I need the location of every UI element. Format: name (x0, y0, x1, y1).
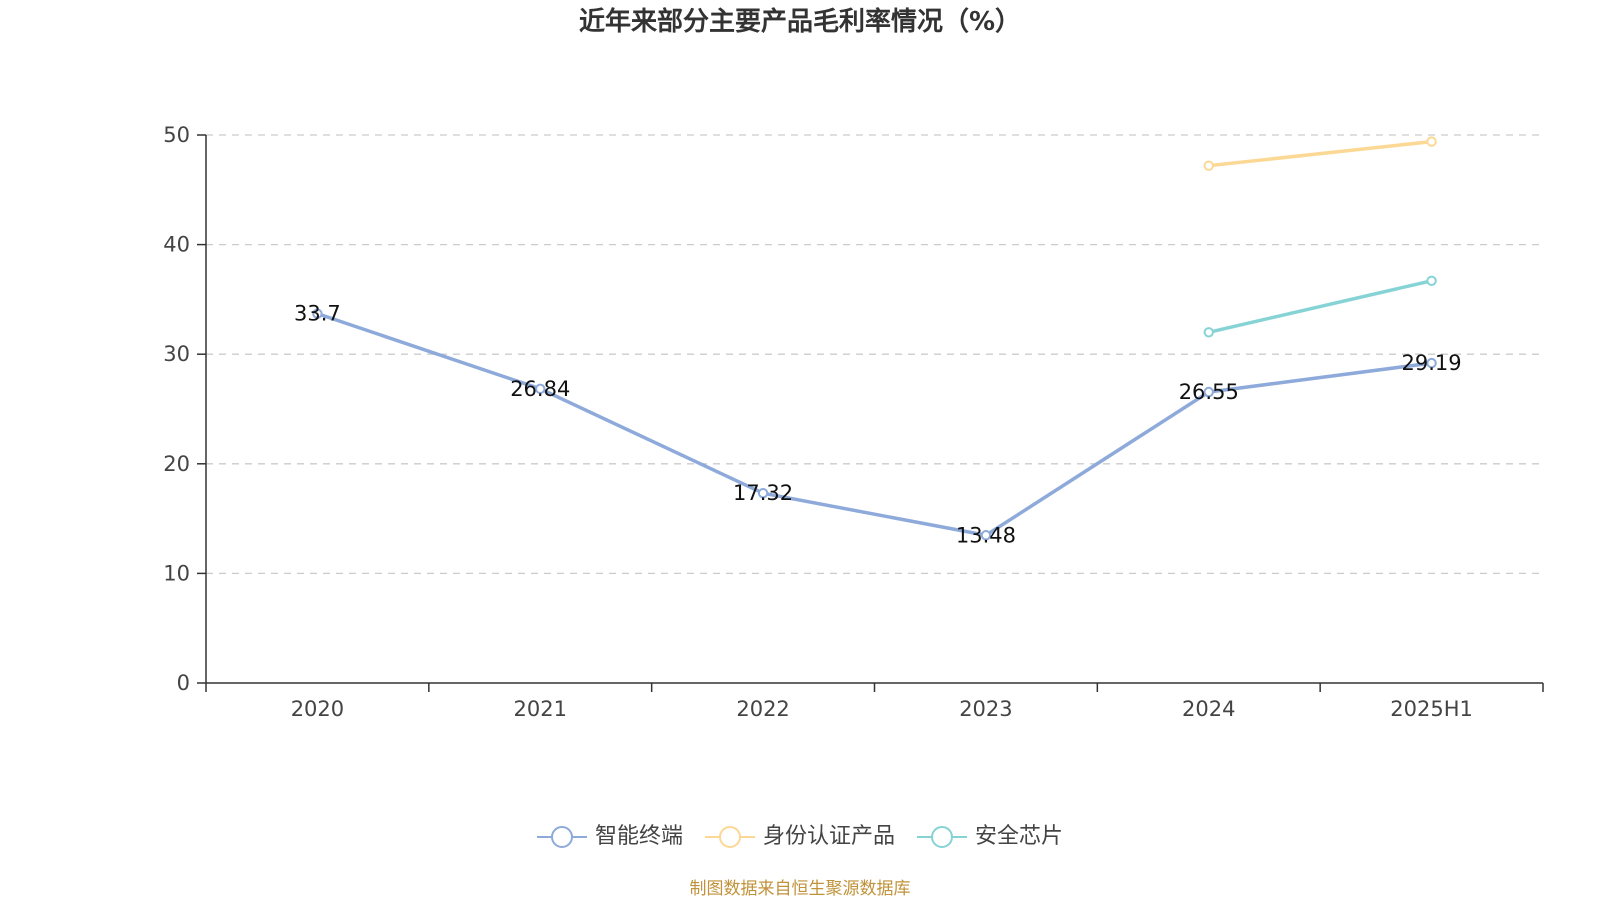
point-0-2020 (312, 308, 323, 319)
legend-item-1[interactable]: 身份认证产品 (704, 822, 895, 852)
data-label-0-2023: 13.48 (956, 523, 1016, 547)
data-label-0-2024: 26.55 (1179, 380, 1239, 404)
point-0-2024 (1203, 386, 1214, 398)
series-line-1 (1207, 139, 1434, 168)
series-line-0 (315, 311, 1434, 538)
y-tick-label-10: 10 (163, 561, 190, 585)
point-1-2025H1 (1426, 136, 1437, 147)
series-line-2 (1207, 279, 1434, 335)
y-tick-label-30: 30 (163, 342, 190, 366)
chart-title: 近年来部分主要产品毛利率情况（%） (578, 7, 1022, 37)
legend-line-circle-icon (536, 826, 587, 848)
x-tick-label-2025H1: 2025H1 (1390, 697, 1473, 721)
point-0-2022 (757, 487, 769, 499)
point-2-2025H1 (1426, 275, 1437, 286)
point-2-2024 (1203, 327, 1214, 338)
x-tick-label-2023: 2023 (959, 697, 1012, 721)
legend-label: 身份认证产品 (762, 824, 895, 849)
legend-label: 智能终端 (594, 824, 683, 849)
x-tick-label-2020: 2020 (291, 697, 344, 721)
legend-item-0[interactable]: 智能终端 (536, 822, 683, 852)
source-note: 制图数据来自恒生聚源数据库 (689, 879, 911, 899)
legend: 智能终端 身份认证产品 安全芯片 (0, 822, 1600, 852)
point-1-2024 (1203, 160, 1214, 171)
data-label-0-2021: 26.84 (510, 377, 570, 401)
point-0-2025H1 (1426, 357, 1437, 369)
y-tick-label-40: 40 (163, 233, 190, 257)
y-tick-label-0: 0 (177, 671, 190, 695)
x-tick-label-2021: 2021 (514, 697, 567, 721)
legend-item-2[interactable]: 安全芯片 (917, 822, 1063, 852)
point-0-2023 (980, 530, 992, 541)
legend-line-circle-icon (917, 826, 967, 848)
legend-line-circle-icon (704, 826, 755, 848)
data-label-0-2020: 33.7 (294, 302, 341, 326)
y-tick-label-50: 50 (163, 123, 190, 147)
x-tick-label-2024: 2024 (1182, 697, 1235, 721)
legend-label: 安全芯片 (975, 824, 1064, 849)
x-tick-label-2022: 2022 (736, 697, 789, 721)
data-label-0-2025H1: 29.19 (1402, 351, 1462, 375)
point-0-2021 (535, 383, 546, 395)
data-label-0-2022: 17.32 (733, 481, 793, 505)
y-tick-label-20: 20 (163, 452, 190, 476)
